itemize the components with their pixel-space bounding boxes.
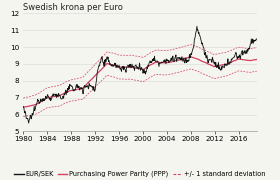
Legend: EUR/SEK, Purchasing Power Parity (PPP), +/- 1 standard deviation: EUR/SEK, Purchasing Power Parity (PPP), … [12,168,268,180]
Text: Swedish krona per Euro: Swedish krona per Euro [23,3,123,12]
